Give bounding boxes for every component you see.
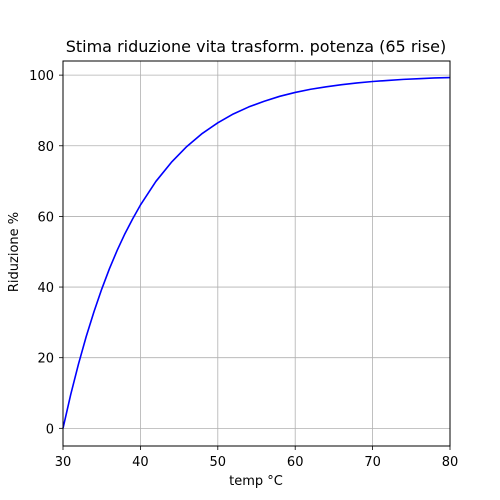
x-tick-label: 40 [132, 455, 149, 470]
x-axis-label: temp °C [229, 474, 283, 489]
x-axis: 30 40 50 60 70 80 [55, 446, 459, 470]
y-tick-label: 60 [37, 210, 54, 225]
axes-frame [62, 60, 451, 447]
plot-area [62, 76, 451, 429]
grid [62, 61, 451, 446]
chart-title: Stima riduzione vita trasform. potenza (… [66, 37, 447, 56]
x-tick-label: 70 [364, 455, 381, 470]
y-tick-label: 0 [46, 422, 54, 437]
x-tick-label: 80 [442, 455, 459, 470]
y-tick-label: 20 [37, 352, 54, 367]
y-axis-label: Riduzione % [7, 212, 22, 292]
x-tick-label: 50 [210, 455, 227, 470]
y-tick-label: 80 [37, 140, 54, 155]
y-tick-label: 100 [29, 69, 54, 84]
y-tick-label: 40 [37, 281, 54, 296]
y-axis: 0 20 40 60 80 100 [29, 69, 63, 437]
x-tick-label: 30 [55, 455, 72, 470]
x-tick-label: 60 [287, 455, 304, 470]
series-line [62, 76, 451, 429]
